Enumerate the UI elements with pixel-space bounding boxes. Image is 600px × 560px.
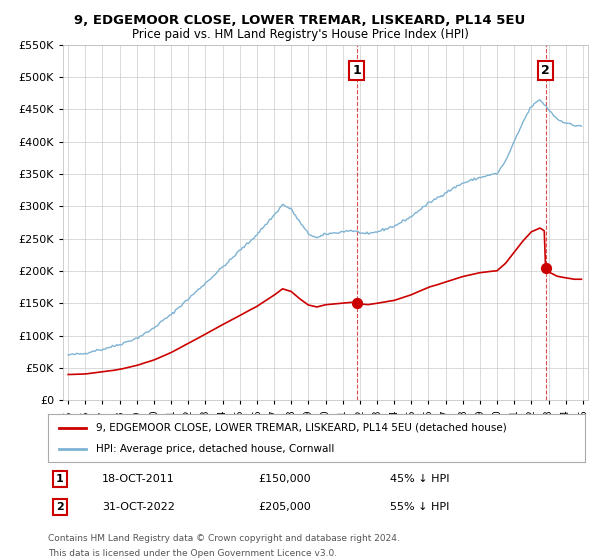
Text: Price paid vs. HM Land Registry's House Price Index (HPI): Price paid vs. HM Land Registry's House … <box>131 28 469 41</box>
Text: 2: 2 <box>541 64 550 77</box>
Text: 45% ↓ HPI: 45% ↓ HPI <box>390 474 449 484</box>
Text: £205,000: £205,000 <box>258 502 311 512</box>
Text: 9, EDGEMOOR CLOSE, LOWER TREMAR, LISKEARD, PL14 5EU (detached house): 9, EDGEMOOR CLOSE, LOWER TREMAR, LISKEAR… <box>97 423 507 433</box>
Text: 9, EDGEMOOR CLOSE, LOWER TREMAR, LISKEARD, PL14 5EU: 9, EDGEMOOR CLOSE, LOWER TREMAR, LISKEAR… <box>74 14 526 27</box>
Text: 1: 1 <box>353 64 361 77</box>
Text: 18-OCT-2011: 18-OCT-2011 <box>102 474 175 484</box>
Text: 1: 1 <box>56 474 64 484</box>
Text: £150,000: £150,000 <box>258 474 311 484</box>
Text: HPI: Average price, detached house, Cornwall: HPI: Average price, detached house, Corn… <box>97 444 335 454</box>
Text: Contains HM Land Registry data © Crown copyright and database right 2024.: Contains HM Land Registry data © Crown c… <box>48 534 400 543</box>
Point <box>541 263 550 272</box>
Point <box>352 299 362 308</box>
Text: 31-OCT-2022: 31-OCT-2022 <box>102 502 175 512</box>
Text: This data is licensed under the Open Government Licence v3.0.: This data is licensed under the Open Gov… <box>48 549 337 558</box>
Text: 2: 2 <box>56 502 64 512</box>
Text: 55% ↓ HPI: 55% ↓ HPI <box>390 502 449 512</box>
